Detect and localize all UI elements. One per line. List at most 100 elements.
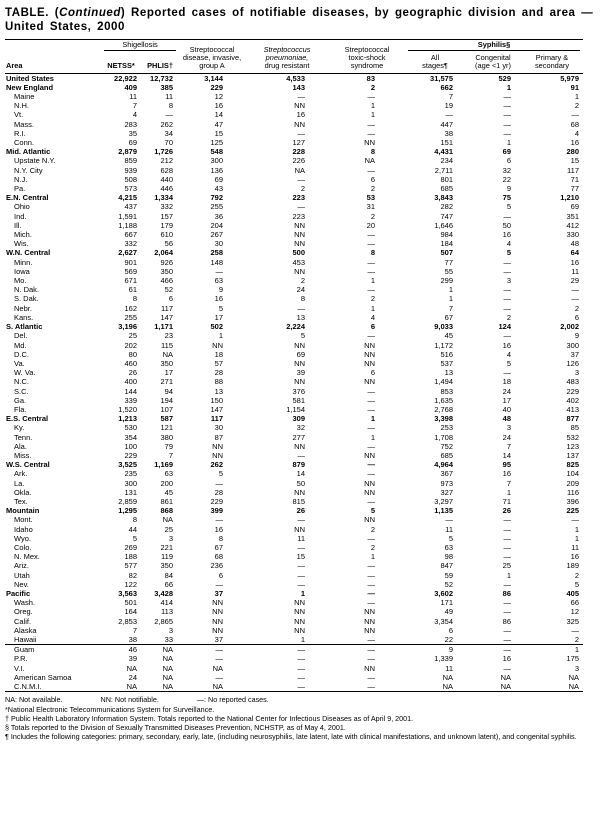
value-cell: 5,979 (560, 73, 580, 83)
value-cell: 202 (124, 340, 137, 350)
value-cell: 6 (506, 156, 511, 166)
value-cell: 399 (210, 506, 223, 516)
value-cell: 46 (128, 645, 137, 655)
value-cell: 147 (210, 404, 223, 414)
table-row: Maine 11 11 12 — — 7 — 1 (5, 92, 583, 101)
value-cell: 148 (210, 257, 223, 267)
value-cell: 5 (218, 303, 223, 313)
area-cell: Ind. (14, 211, 27, 221)
area-cell: Kans. (14, 312, 34, 322)
value-cell: NN (364, 138, 375, 148)
value-cell: — (503, 552, 512, 562)
table-row: Ala. 100 79 NN NN — 752 7 123 (5, 442, 583, 451)
value-cell: 9,033 (434, 322, 453, 332)
value-cell: — (367, 386, 376, 396)
value-cell: — (367, 654, 376, 664)
value-cell: NN (364, 487, 375, 497)
value-cell: 19 (444, 101, 453, 111)
value-cell: 269 (124, 542, 137, 552)
value-cell: 63 (444, 542, 453, 552)
value-cell: NN (364, 607, 375, 617)
value-cell: 35 (128, 128, 137, 138)
value-cell: 283 (124, 119, 137, 129)
value-cell: 28 (214, 368, 223, 378)
value-cell: — (571, 625, 580, 635)
value-cell: 9 (218, 285, 223, 295)
value-cell: 16 (214, 294, 223, 304)
value-cell: 52 (164, 285, 173, 295)
value-cell: — (215, 515, 224, 525)
value-cell: NN (212, 450, 223, 460)
value-cell: — (445, 515, 454, 525)
legend-dash: —: No reported cases. (196, 695, 269, 705)
value-cell: 440 (160, 174, 173, 184)
value-cell: 5 (506, 202, 511, 212)
value-cell: 2,002 (560, 322, 580, 332)
area-cell: V.I. (14, 663, 25, 673)
value-cell: 67 (444, 312, 453, 322)
value-cell: 151 (440, 138, 453, 148)
value-cell: 229 (210, 496, 223, 506)
value-cell: 6 (370, 322, 375, 332)
value-cell: — (445, 110, 454, 120)
value-cell: 2 (300, 184, 305, 194)
table-row: Calif. 2,853 2,865 NN NN NN 3,354 86 325 (5, 617, 583, 626)
value-cell: — (503, 92, 512, 102)
value-cell: NN (364, 478, 375, 488)
value-cell: 121 (160, 423, 173, 433)
value-cell: — (367, 635, 376, 644)
table-row: D.C. 80 NA 18 69 NN 516 4 37 (5, 350, 583, 359)
value-cell: 1,172 (434, 340, 453, 350)
value-cell: NA (500, 672, 511, 682)
value-cell: 33 (164, 635, 173, 644)
value-cell: 9 (574, 331, 580, 341)
value-cell: 22 (444, 635, 453, 644)
value-cell: NN (294, 607, 305, 617)
value-cell: — (503, 542, 512, 552)
value-cell: NA (162, 672, 173, 682)
value-cell: 5 (506, 248, 511, 258)
value-cell: 792 (210, 193, 223, 203)
value-cell: 258 (210, 248, 223, 258)
table-row: N.H. 7 8 16 NN 1 19 — 2 (5, 101, 583, 110)
area-cell: Mass. (14, 119, 35, 129)
value-cell: 32 (502, 165, 511, 175)
value-cell: — (215, 672, 224, 682)
value-cell: 414 (160, 598, 173, 608)
value-cell: 2 (370, 294, 375, 304)
value-cell: 282 (440, 202, 453, 212)
value-cell: NN (294, 340, 305, 350)
col-header-area: Area (6, 61, 23, 71)
value-cell: 223 (292, 193, 305, 203)
value-cell: 11 (571, 542, 580, 552)
value-cell: 1,210 (560, 193, 580, 203)
area-cell: Ariz. (14, 561, 29, 571)
value-cell: 815 (292, 496, 305, 506)
value-cell: 446 (160, 184, 173, 194)
value-cell: — (367, 460, 376, 470)
value-cell: 16 (502, 230, 511, 240)
table-row: Nev. 122 66 — — — 52 — 5 (5, 580, 583, 589)
value-cell: 300 (124, 478, 137, 488)
area-cell: W. Va. (14, 368, 36, 378)
table-row: Mountain 1,295 868 399 26 5 1,135 26 225 (5, 506, 583, 515)
value-cell: — (367, 395, 376, 405)
table-row: Ky. 530 121 30 32 — 253 3 85 (5, 423, 583, 432)
value-cell: 271 (160, 377, 173, 387)
value-cell: 5 (300, 331, 305, 341)
value-cell: 1,339 (434, 654, 453, 664)
value-cell: 59 (444, 570, 453, 580)
value-cell: 14 (296, 469, 305, 479)
area-cell: Utah (14, 570, 30, 580)
value-cell: NA (126, 682, 137, 692)
area-cell: Del. (14, 331, 28, 341)
value-cell: — (297, 92, 306, 102)
value-cell: 2 (370, 211, 375, 221)
value-cell: 36 (214, 211, 223, 221)
value-cell: 1 (370, 110, 375, 120)
value-cell: 100 (124, 441, 137, 451)
value-cell: 1,213 (118, 414, 137, 424)
value-cell: 466 (160, 276, 173, 286)
value-cell: — (503, 101, 512, 111)
value-cell: 507 (440, 248, 453, 258)
